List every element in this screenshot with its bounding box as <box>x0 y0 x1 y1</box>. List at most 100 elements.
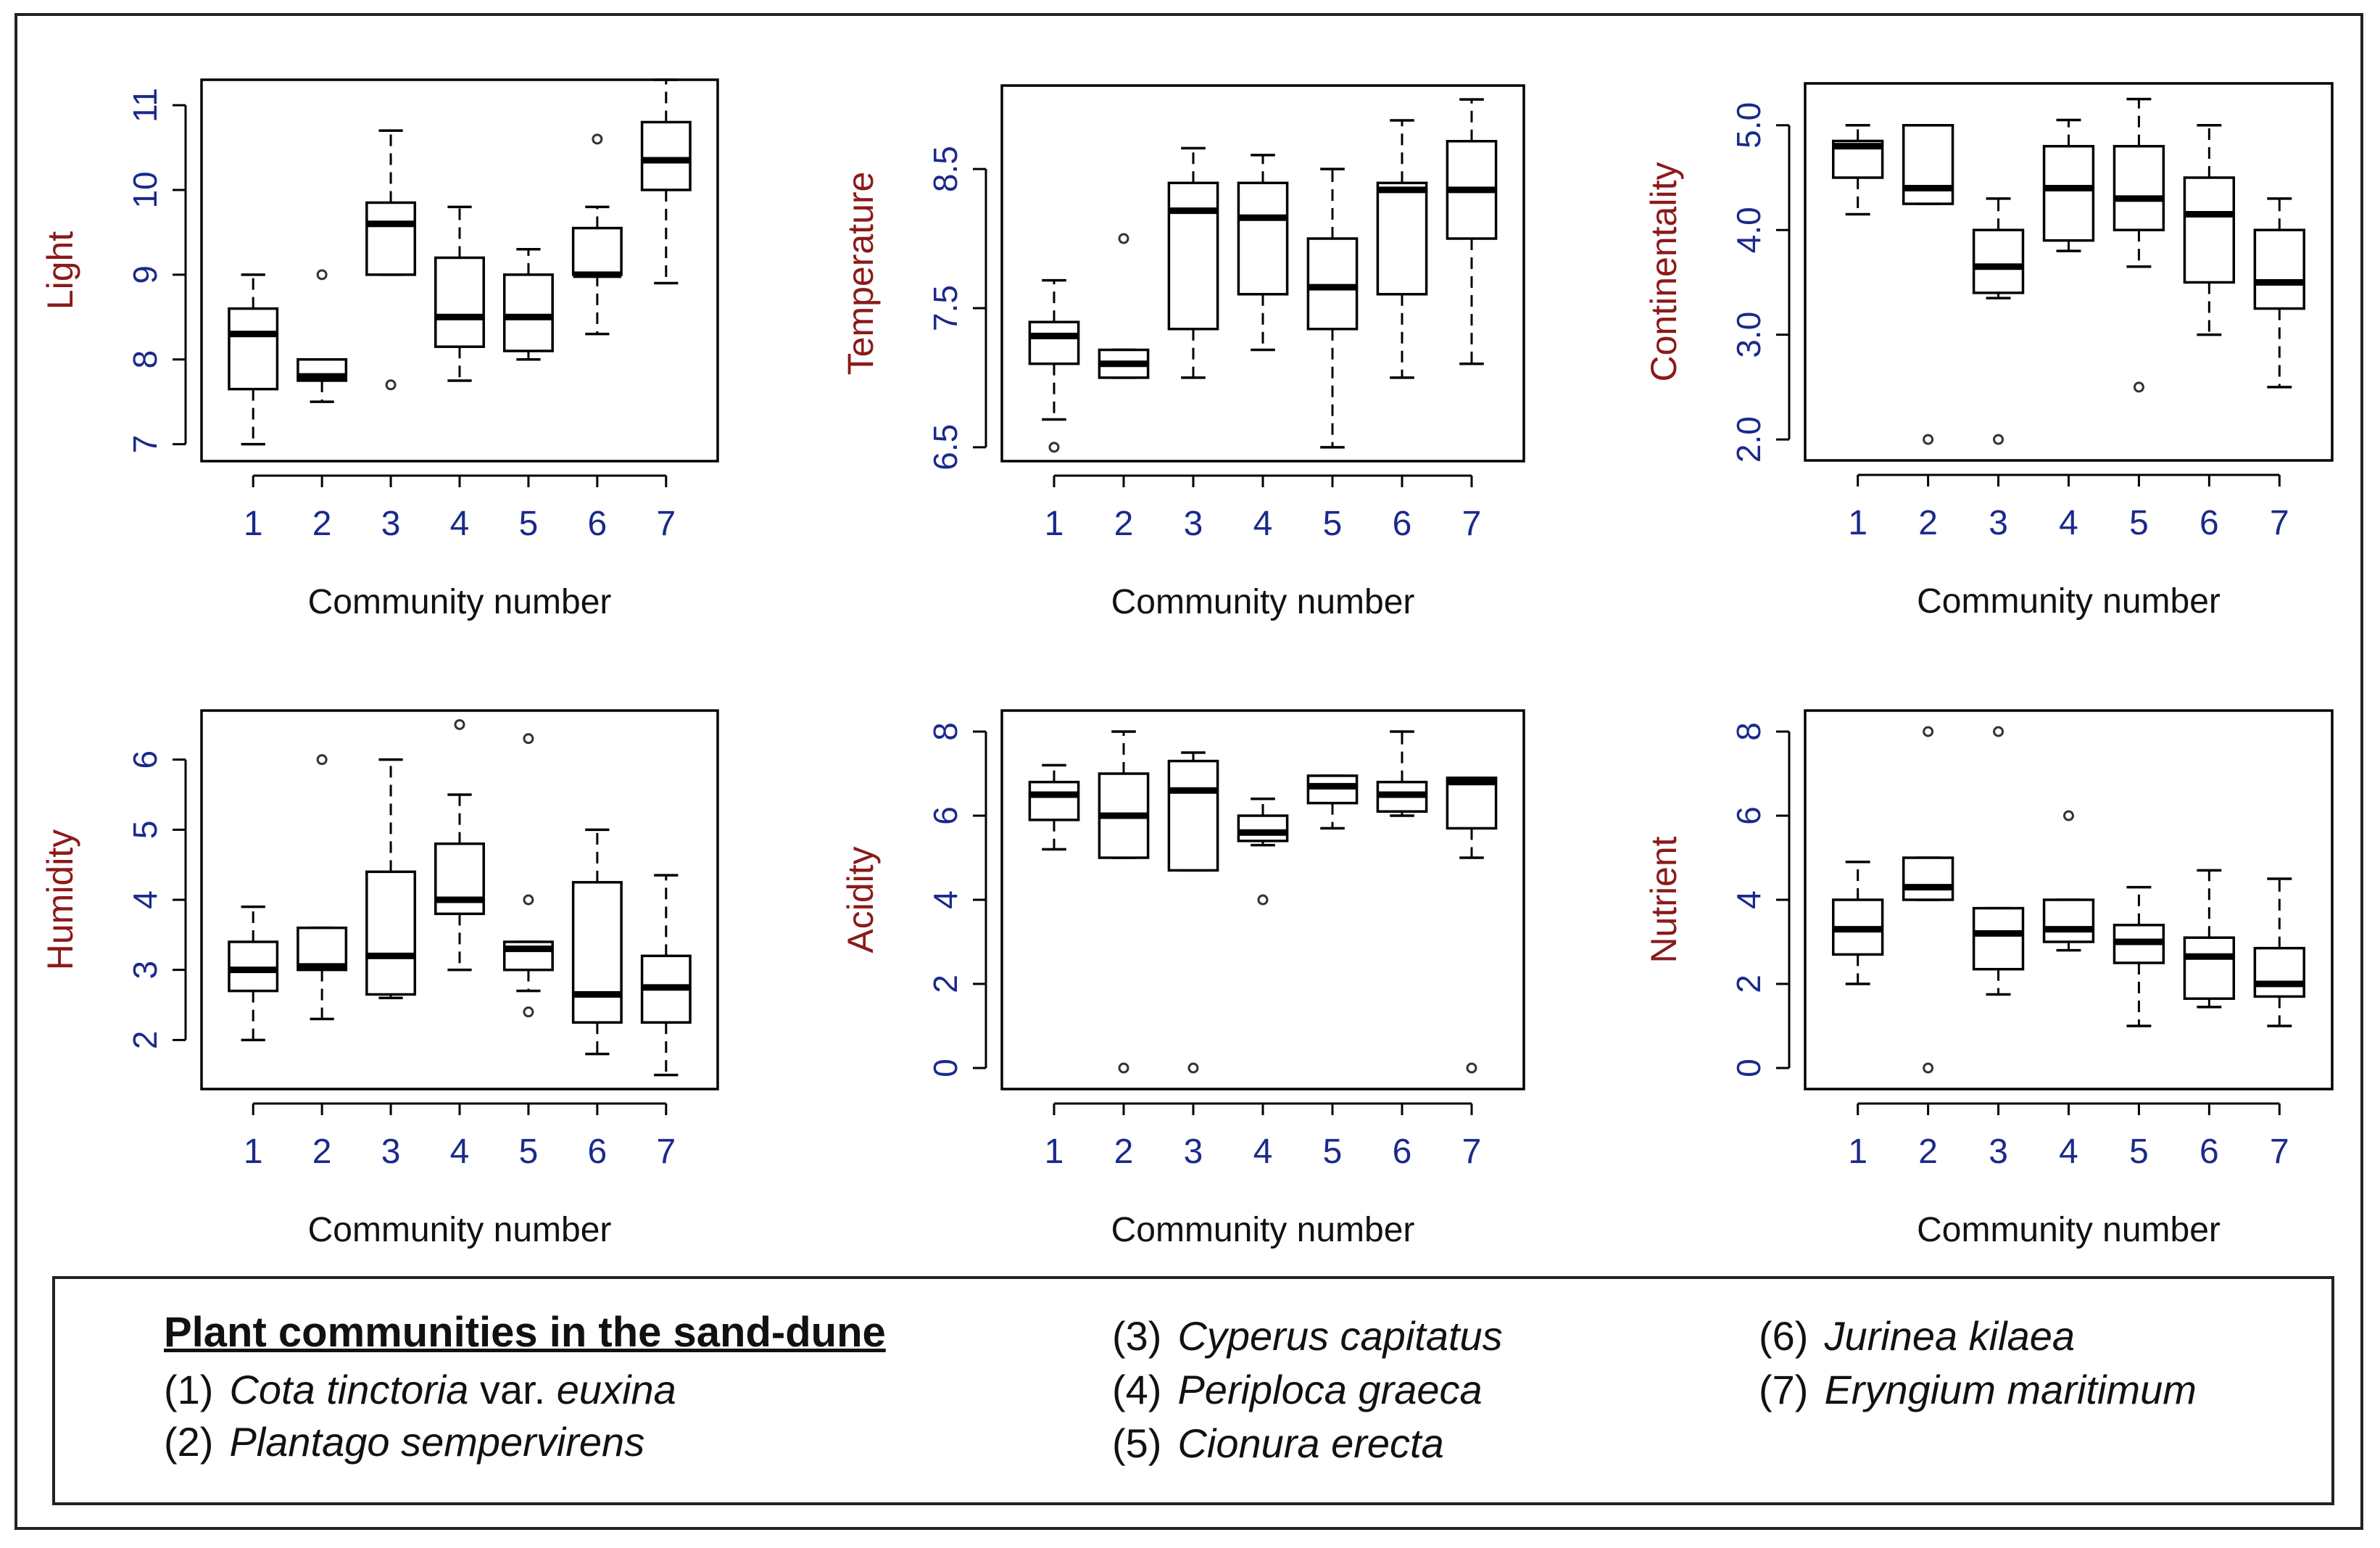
x-tick-label: 5 <box>1323 505 1343 543</box>
y-tick-label: 2 <box>126 1031 164 1050</box>
x-tick-label: 3 <box>381 1133 401 1171</box>
legend-item-name: Jurinea kilaea <box>1824 1313 2075 1359</box>
outlier-point <box>592 133 603 145</box>
x-axis-title: Community number <box>1111 583 1415 621</box>
y-axis-title: Light <box>40 231 80 310</box>
outlier-point <box>523 733 534 745</box>
x-tick-label: 5 <box>519 505 539 543</box>
outlier-point <box>2133 381 2144 393</box>
legend-item-5: (5) Cionura erecta <box>1112 1420 1444 1467</box>
outlier-point <box>1466 1062 1477 1074</box>
box <box>571 226 623 276</box>
box <box>1376 181 1428 296</box>
x-tick-label: 2 <box>312 505 332 543</box>
box <box>1237 814 1289 843</box>
legend-item-7: (7) Eryngium maritimum <box>1759 1366 2197 1413</box>
x-tick-label: 2 <box>1918 1133 1938 1171</box>
outlier-point <box>385 379 397 391</box>
outlier-point <box>1993 434 2004 445</box>
box <box>1167 181 1219 331</box>
y-tick-label: 4 <box>126 890 164 909</box>
box <box>297 926 348 972</box>
y-tick-label: 6 <box>926 806 964 825</box>
y-tick-label: 8.5 <box>926 146 964 192</box>
box <box>2112 144 2165 231</box>
box <box>1446 777 1498 830</box>
box <box>365 201 417 276</box>
y-axis-title: Humidity <box>40 829 80 970</box>
outlier-point <box>454 719 465 730</box>
y-tick-label: 10 <box>126 171 164 208</box>
legend-item-name: Cota tinctoria <box>229 1367 469 1412</box>
x-tick-label: 6 <box>2199 1133 2219 1171</box>
box <box>2183 936 2236 1001</box>
outlier-point <box>1187 1062 1199 1074</box>
x-tick-label: 1 <box>1848 1133 1867 1171</box>
box <box>365 870 417 996</box>
y-tick-label: 6.5 <box>926 424 964 471</box>
box <box>2042 898 2095 943</box>
x-tick-label: 7 <box>1462 1133 1482 1171</box>
legend-item-number: (4) <box>1112 1367 1162 1412</box>
x-tick-label: 4 <box>1253 1133 1273 1171</box>
outlier-point <box>1923 434 1934 445</box>
x-tick-label: 7 <box>2270 1133 2289 1171</box>
legend-item-number: (2) <box>164 1419 214 1465</box>
box <box>1902 124 1954 205</box>
x-tick-label: 4 <box>450 1133 470 1171</box>
x-tick-label: 1 <box>1045 1133 1064 1171</box>
box <box>434 256 485 348</box>
x-tick-label: 6 <box>2199 504 2219 542</box>
box <box>2253 228 2305 310</box>
box <box>1237 181 1289 296</box>
y-tick-label: 6 <box>1730 806 1767 825</box>
box <box>1167 759 1219 872</box>
x-tick-label: 1 <box>244 505 263 543</box>
y-tick-label: 6 <box>126 750 164 769</box>
box <box>1028 780 1080 821</box>
outlier-point <box>1048 442 1060 453</box>
outlier-point <box>1993 726 2004 737</box>
x-axis-title: Community number <box>1111 1211 1415 1249</box>
y-tick-label: 2 <box>1730 974 1767 993</box>
x-tick-label: 7 <box>656 505 676 543</box>
y-tick-label: 2.0 <box>1730 416 1767 463</box>
y-tick-label: 4 <box>1730 890 1767 909</box>
x-tick-label: 5 <box>519 1133 539 1171</box>
x-tick-label: 2 <box>1114 1133 1134 1171</box>
legend-item-name: Cionura erecta <box>1177 1420 1444 1466</box>
y-axis-title: Continentality <box>1643 162 1684 382</box>
x-tick-label: 1 <box>244 1133 263 1171</box>
y-axis-title: Nutrient <box>1643 836 1684 963</box>
legend-box: Plant communities in the sand-dune (1) Co… <box>52 1276 2334 1505</box>
box <box>502 273 554 352</box>
legend-item-number: (7) <box>1759 1367 1809 1412</box>
x-tick-label: 3 <box>381 505 401 543</box>
legend-item-2: (2) Plantago sempervirens <box>164 1418 644 1465</box>
x-tick-label: 2 <box>1114 505 1134 543</box>
legend-item-number: (3) <box>1112 1313 1162 1359</box>
outlier-point <box>316 754 328 766</box>
x-tick-label: 6 <box>588 505 608 543</box>
box <box>1972 906 2025 971</box>
x-tick-label: 5 <box>2129 1133 2149 1171</box>
y-tick-label: 3.0 <box>1730 312 1767 358</box>
outlier-point <box>316 269 328 281</box>
y-tick-label: 8 <box>126 350 164 369</box>
legend-item-name: Eryngium maritimum <box>1824 1367 2197 1412</box>
x-tick-label: 3 <box>1184 505 1203 543</box>
y-tick-label: 0 <box>926 1059 964 1077</box>
plot-frame <box>1804 82 2334 462</box>
x-tick-label: 1 <box>1045 505 1064 543</box>
box <box>1972 228 2025 294</box>
plot-frame <box>1000 84 1525 463</box>
x-tick-label: 4 <box>450 505 470 543</box>
y-tick-label: 0 <box>1730 1059 1767 1077</box>
y-tick-label: 7 <box>126 435 164 454</box>
legend-item-name: Periploca graeca <box>1177 1367 1483 1412</box>
x-tick-label: 2 <box>312 1133 332 1171</box>
box <box>2042 144 2095 242</box>
outlier-point <box>1923 726 1934 737</box>
box <box>1306 237 1359 331</box>
box <box>571 881 623 1024</box>
